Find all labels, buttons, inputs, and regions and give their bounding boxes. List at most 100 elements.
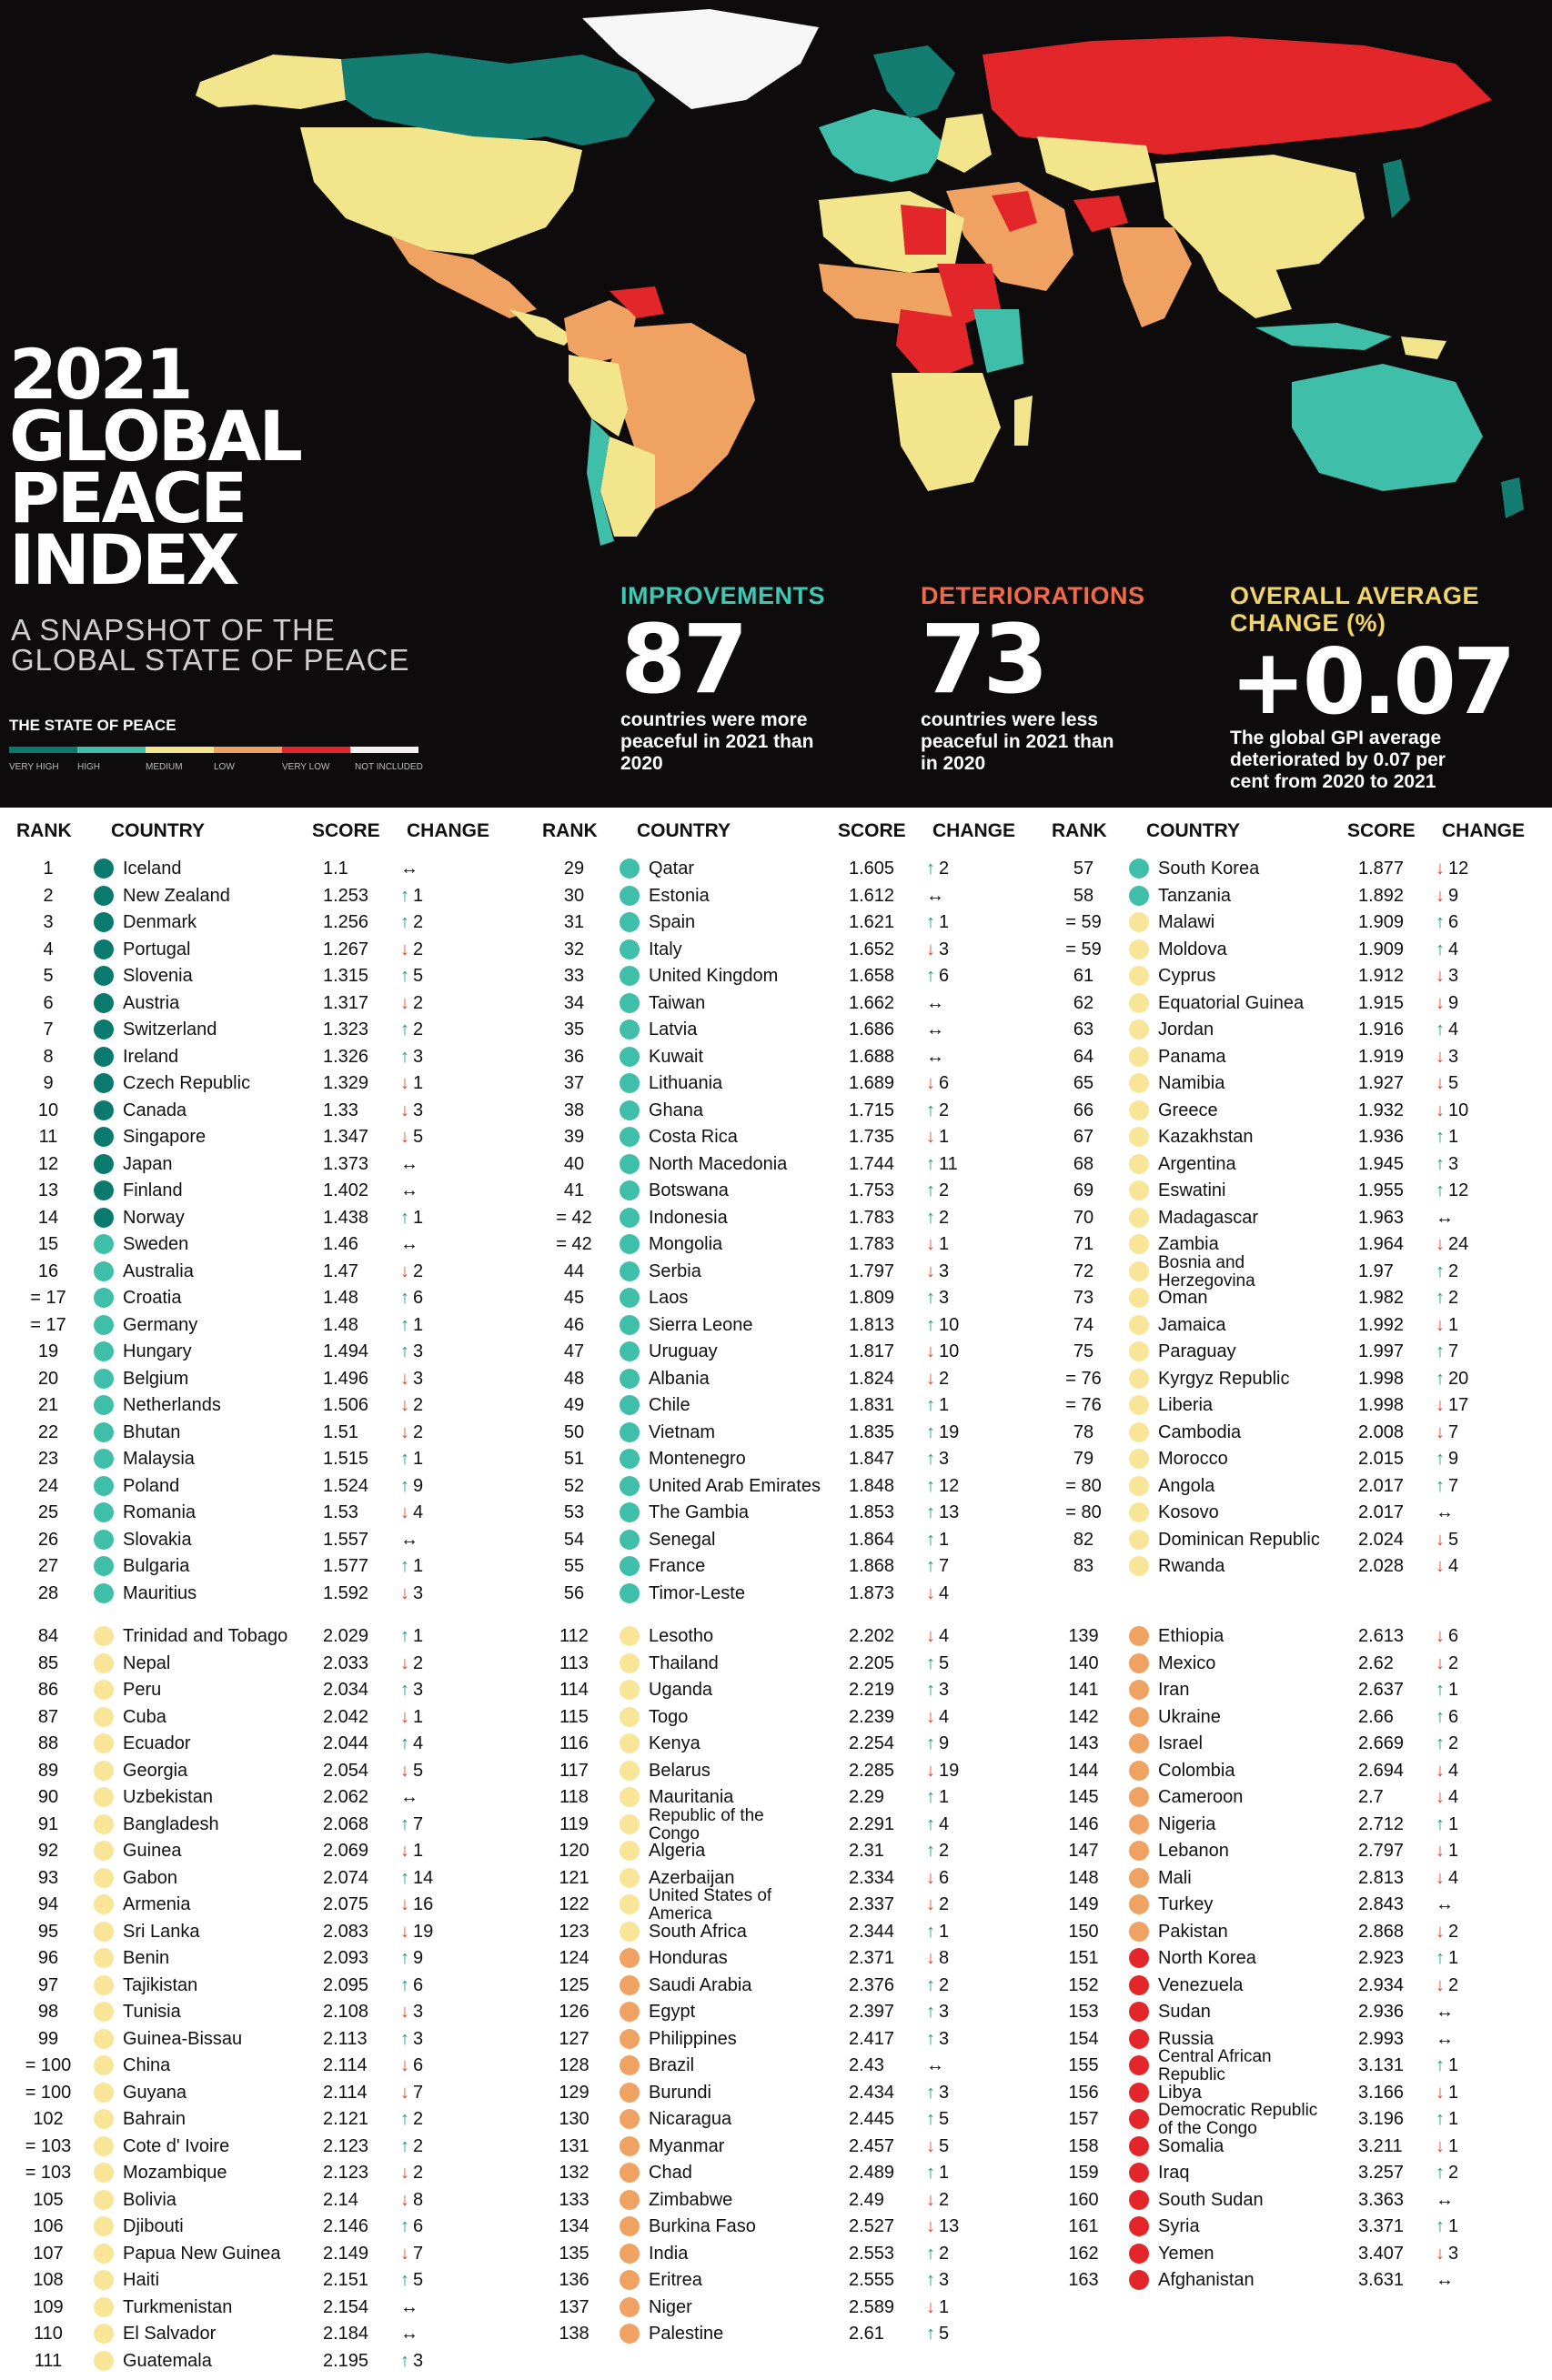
change-value: 4 bbox=[939, 1706, 950, 1727]
arrow-down-icon: ↓ bbox=[1436, 885, 1445, 906]
score-cell: 1.347 bbox=[323, 1127, 369, 1147]
rank-cell: = 80 bbox=[1065, 1475, 1102, 1496]
table-row: 4 Portugal 1.267 ↓ 2 bbox=[0, 937, 509, 963]
score-cell: 1.982 bbox=[1358, 1288, 1405, 1308]
table-row: 87 Cuba 2.042 ↓ 1 bbox=[0, 1704, 509, 1731]
rank-cell: 91 bbox=[37, 1813, 59, 1834]
score-cell: 2.285 bbox=[849, 1760, 895, 1781]
rank-cell: 113 bbox=[559, 1652, 589, 1673]
table-row: 130 Nicaragua 2.445 ↑ 5 bbox=[526, 2106, 1035, 2133]
peace-level-dot bbox=[1129, 2055, 1149, 2075]
score-cell: 1.326 bbox=[323, 1046, 369, 1067]
country-cell: Slovenia bbox=[123, 966, 193, 986]
change-cell: ↑ 9 bbox=[400, 1945, 464, 1972]
change-value: 2 bbox=[413, 2135, 424, 2156]
table-row: 153 Sudan 2.936 ↔ bbox=[1035, 1999, 1545, 2025]
rank-cell: 63 bbox=[1073, 1019, 1094, 1039]
change-value: 1 bbox=[939, 1127, 950, 1147]
arrow-down-icon: ↓ bbox=[1436, 1787, 1445, 1807]
peace-level-dot bbox=[620, 1234, 640, 1254]
peace-level-dot bbox=[94, 1180, 114, 1200]
country-cell: Senegal bbox=[649, 1529, 716, 1550]
change-cell: ↓ 3 bbox=[1436, 2241, 1499, 2267]
legend-label-high: HIGH bbox=[77, 762, 100, 772]
peace-level-dot bbox=[94, 1894, 114, 1914]
country-cell: Tanzania bbox=[1158, 885, 1232, 906]
country-cell: Pakistan bbox=[1158, 1921, 1228, 1942]
peace-level-dot bbox=[94, 992, 114, 1013]
table-row: 3 Denmark 1.256 ↑ 2 bbox=[0, 909, 509, 936]
rank-cell: 143 bbox=[1068, 1733, 1099, 1753]
arrow-both-icon: ↔ bbox=[400, 1153, 418, 1174]
arrow-down-icon: ↓ bbox=[400, 2055, 409, 2075]
country-cell: Kenya bbox=[649, 1733, 700, 1753]
change-cell: ↓ 3 bbox=[400, 1098, 464, 1124]
country-cell: The Gambia bbox=[649, 1502, 750, 1522]
rank-cell: 127 bbox=[559, 2028, 590, 2049]
change-cell: ↓ 4 bbox=[1436, 1553, 1499, 1580]
arrow-down-icon: ↓ bbox=[400, 1502, 409, 1522]
score-cell: 2.66 bbox=[1358, 1706, 1394, 1727]
arrow-up-icon: ↑ bbox=[400, 1813, 409, 1834]
arrow-up-icon: ↑ bbox=[926, 1502, 935, 1522]
change-cell: ↓ 2 bbox=[926, 2187, 990, 2214]
country-cell: Cote d' Ivoire bbox=[123, 2135, 230, 2156]
rank-cell: 34 bbox=[563, 992, 585, 1013]
change-cell: ↑ 1 bbox=[926, 909, 990, 936]
rank-cell: 146 bbox=[1068, 1813, 1099, 1834]
change-value: 1 bbox=[939, 1395, 950, 1415]
peace-level-dot bbox=[620, 1314, 640, 1335]
score-cell: 1.605 bbox=[849, 859, 895, 879]
rank-cell: 95 bbox=[37, 1921, 59, 1942]
peace-level-dot bbox=[620, 1368, 640, 1389]
country-cell: Canada bbox=[123, 1100, 187, 1120]
score-cell: 2.49 bbox=[849, 2189, 884, 2210]
change-cell: ↑ 13 bbox=[926, 1500, 990, 1526]
score-cell: 2.397 bbox=[849, 2002, 895, 2022]
score-cell: 1.662 bbox=[849, 992, 895, 1013]
country-cell: Jamaica bbox=[1158, 1314, 1226, 1335]
arrow-up-icon: ↑ bbox=[1436, 1341, 1445, 1361]
table-row: 22 Bhutan 1.51 ↓ 2 bbox=[0, 1420, 509, 1446]
rank-cell: 65 bbox=[1073, 1073, 1094, 1093]
country-cell: Germany bbox=[123, 1314, 198, 1335]
country-cell: Guatemala bbox=[123, 2350, 212, 2371]
stat-desc-3: 2020 bbox=[620, 753, 663, 774]
country-cell: Honduras bbox=[649, 1948, 728, 1968]
change-cell: ↓ 10 bbox=[926, 1339, 990, 1365]
table-row: 102 Bahrain 2.121 ↑ 2 bbox=[0, 2106, 509, 2133]
table-row: 73 Oman 1.982 ↑ 2 bbox=[1035, 1285, 1545, 1311]
peace-level-dot bbox=[94, 1449, 114, 1469]
arrow-up-icon: ↑ bbox=[926, 1787, 935, 1807]
change-value: 4 bbox=[939, 1626, 950, 1646]
map-region-eastern-europe bbox=[937, 114, 992, 173]
score-cell: 1.809 bbox=[849, 1288, 895, 1308]
arrow-down-icon: ↓ bbox=[1436, 1073, 1445, 1093]
peace-level-dot bbox=[1129, 1652, 1149, 1673]
change-value: 2 bbox=[939, 2243, 950, 2264]
country-cell: Japan bbox=[123, 1153, 173, 1174]
score-cell: 2.61 bbox=[849, 2324, 884, 2344]
arrow-up-icon: ↑ bbox=[1436, 2109, 1445, 2129]
change-value: 8 bbox=[939, 1948, 950, 1968]
peace-level-dot bbox=[94, 2002, 114, 2022]
table-row: 39 Costa Rica 1.735 ↓ 1 bbox=[526, 1124, 1035, 1150]
map-region-peru bbox=[569, 355, 628, 437]
score-cell: 2.14 bbox=[323, 2189, 358, 2210]
rank-cell: 92 bbox=[37, 1841, 59, 1861]
rank-cell: 36 bbox=[563, 1046, 585, 1067]
rank-cell: 157 bbox=[1068, 2109, 1099, 2129]
arrow-up-icon: ↑ bbox=[1436, 1288, 1445, 1308]
table-row: 163 Afghanistan 3.631 ↔ bbox=[1035, 2267, 1545, 2294]
rank-cell: 154 bbox=[1068, 2028, 1099, 2049]
change-cell: ↔ bbox=[1436, 1892, 1499, 1918]
rank-cell: 155 bbox=[1068, 2055, 1099, 2075]
peace-level-dot bbox=[620, 2002, 640, 2022]
arrow-down-icon: ↓ bbox=[1436, 859, 1445, 879]
rank-cell: 37 bbox=[563, 1073, 585, 1093]
change-cell: ↑ 2 bbox=[400, 909, 464, 936]
score-cell: 2.291 bbox=[849, 1813, 895, 1834]
peace-level-dot bbox=[620, 1100, 640, 1120]
change-value: 5 bbox=[1448, 1073, 1459, 1093]
country-cell: Bulgaria bbox=[123, 1556, 190, 1576]
